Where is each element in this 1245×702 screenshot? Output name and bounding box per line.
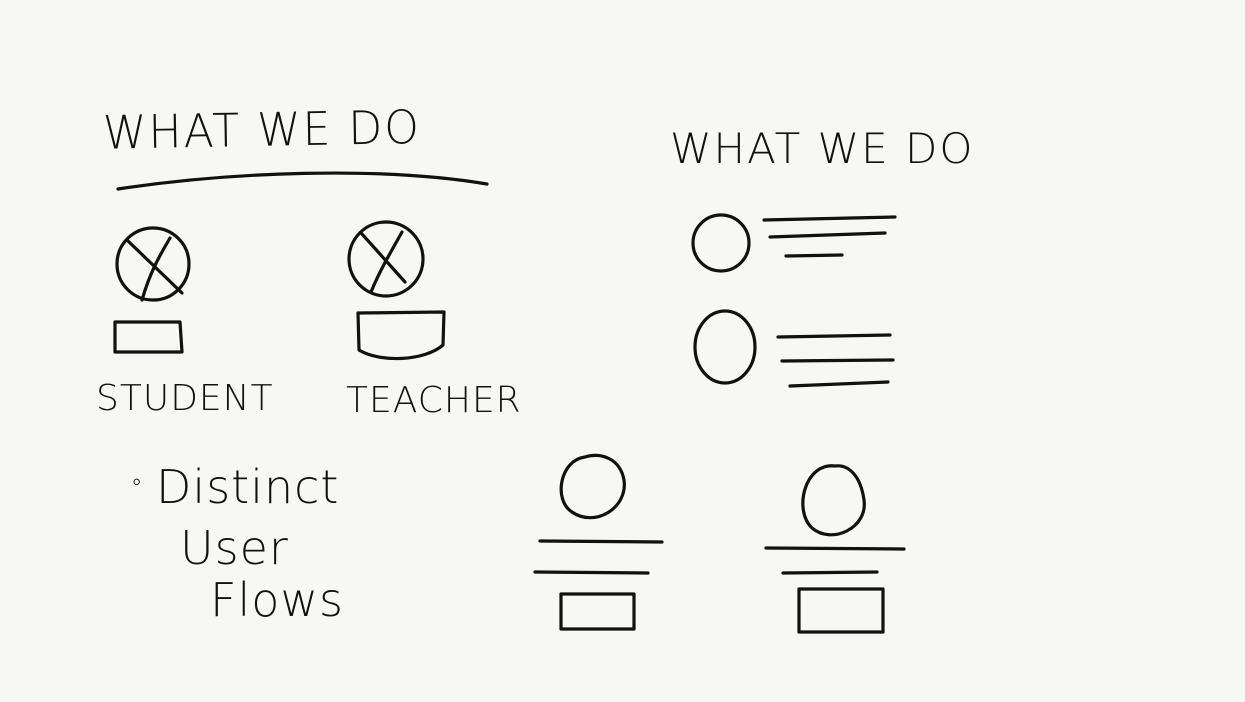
left-title-underline	[116, 171, 489, 191]
list-row-2	[693, 309, 895, 388]
note-line-2: User	[180, 521, 289, 575]
student-button	[113, 320, 184, 354]
list-row-1	[691, 213, 897, 273]
teacher-label: TEACHER	[346, 380, 522, 421]
teacher-button	[356, 310, 446, 361]
note-line-1: Distinct	[156, 460, 340, 514]
note-line-3: Flows	[210, 573, 344, 627]
right-title: WHAT WE DO	[670, 124, 975, 173]
grid-card-1	[533, 453, 664, 631]
grid-card-2	[764, 464, 906, 634]
note-bullet: ◦	[132, 467, 144, 497]
student-avatar-icon	[115, 226, 191, 302]
student-label: STUDENT	[96, 378, 274, 419]
teacher-avatar-icon	[347, 220, 425, 298]
